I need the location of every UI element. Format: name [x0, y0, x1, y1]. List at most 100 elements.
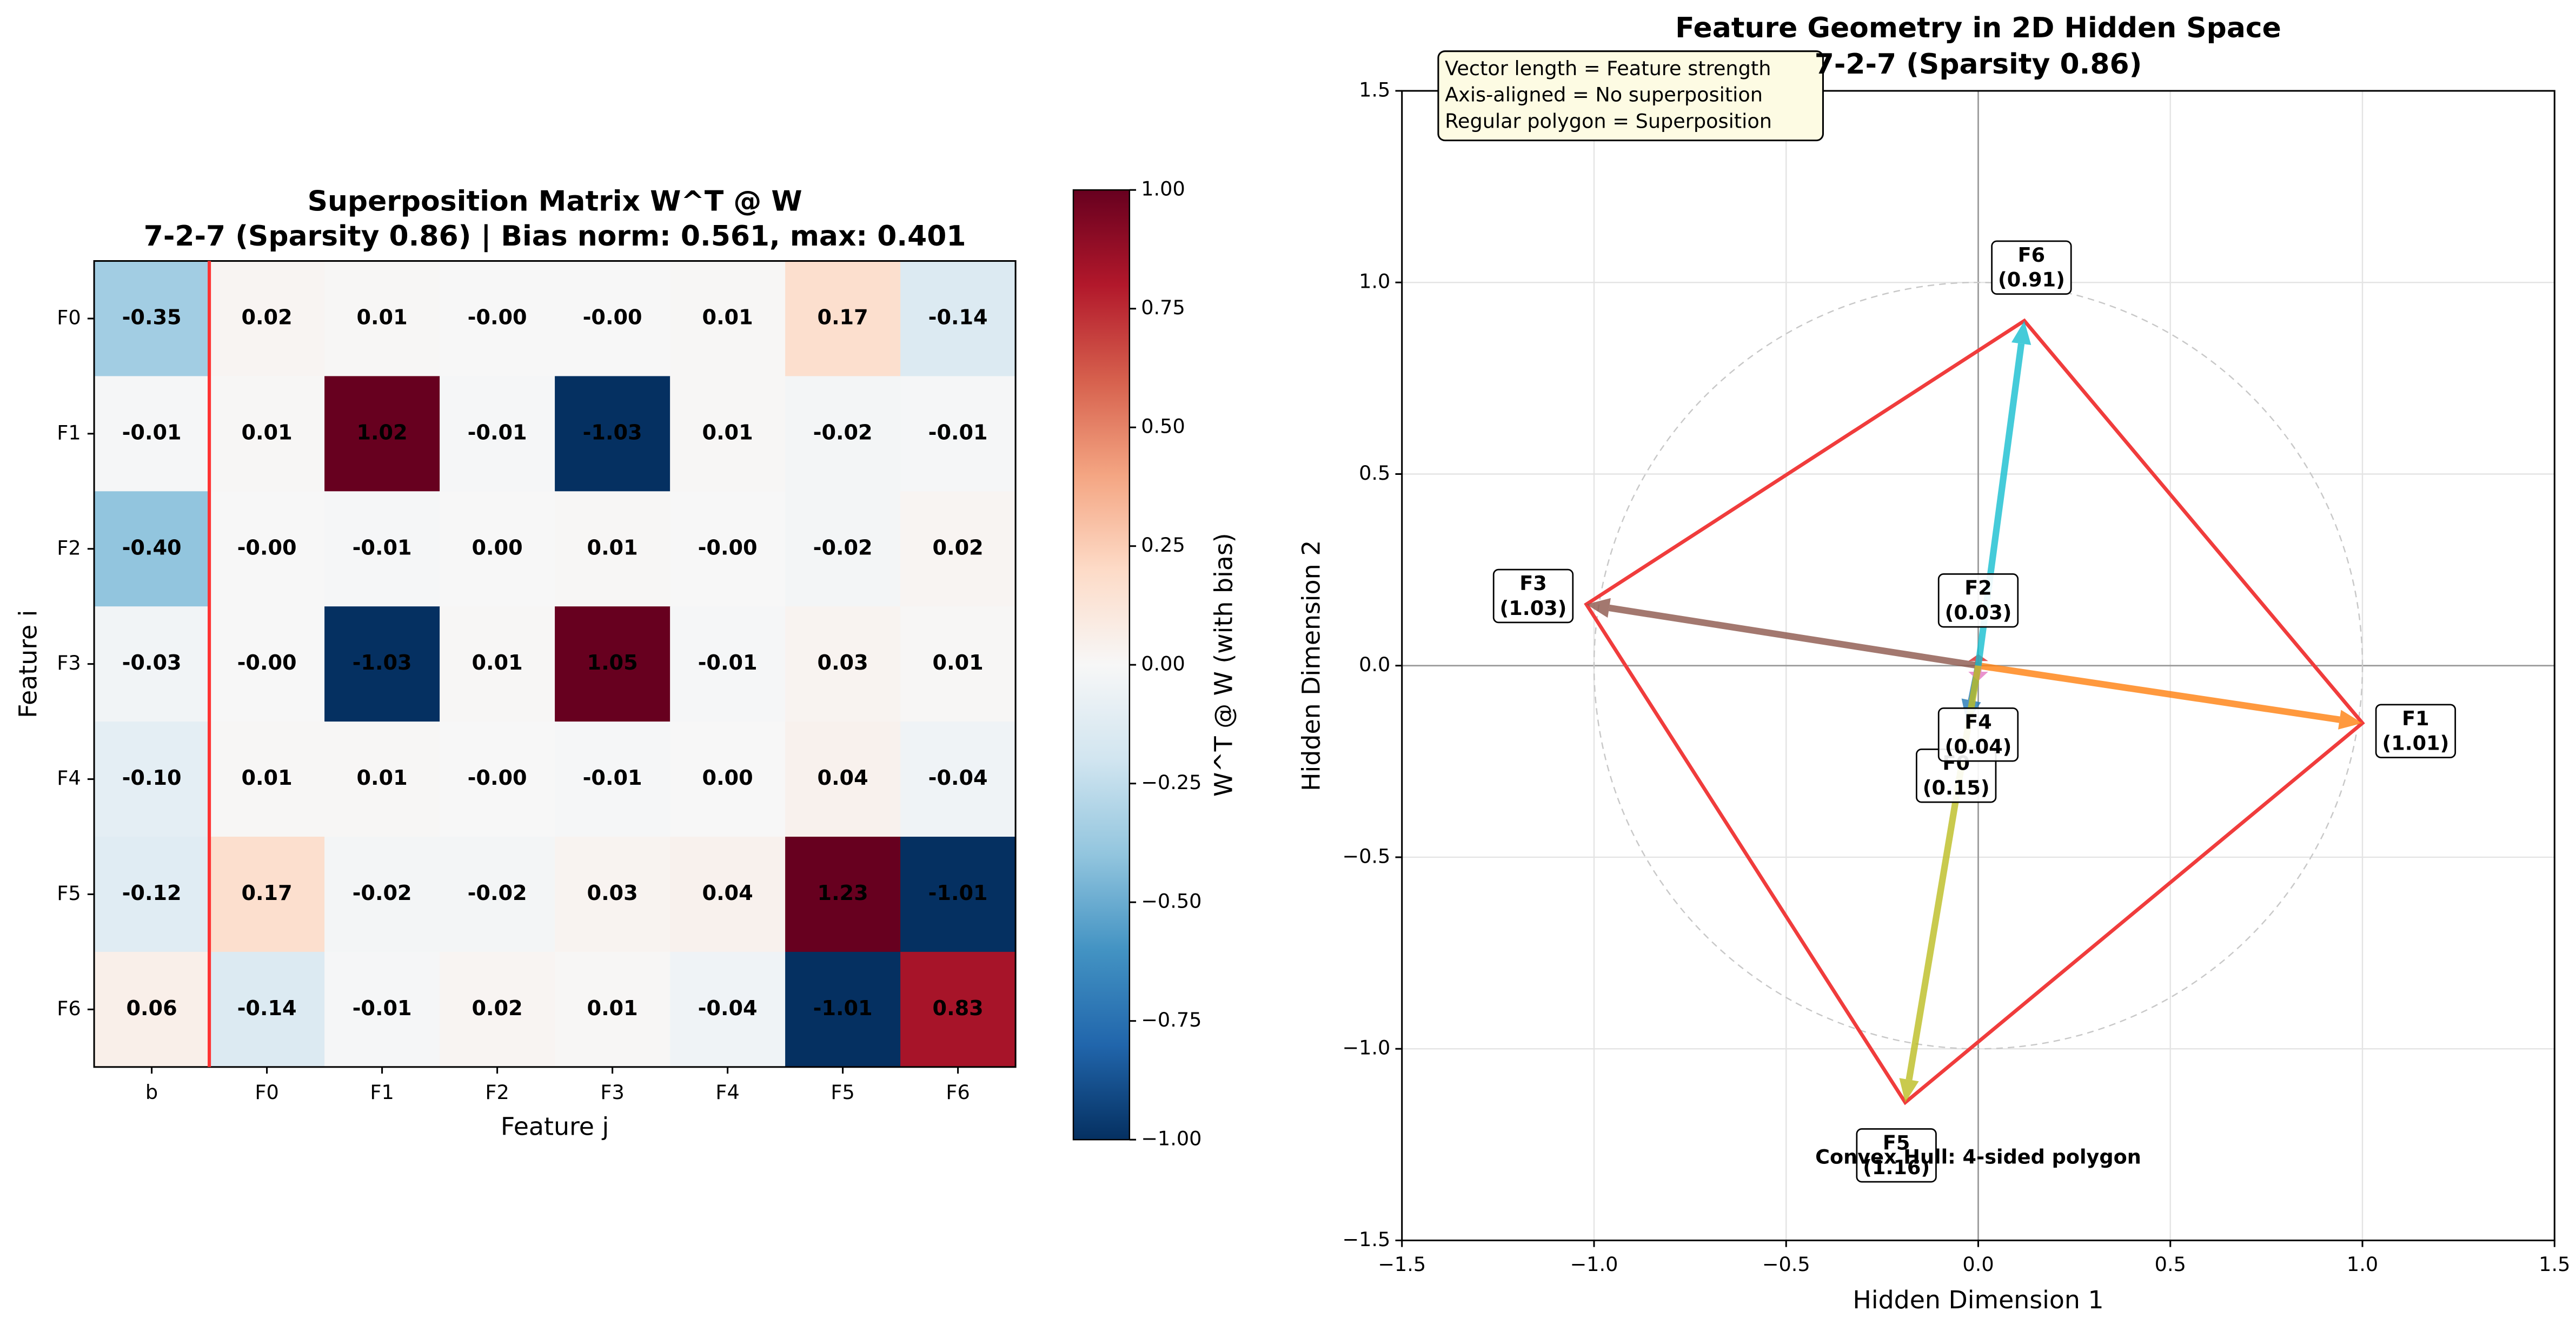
vector-name: F5	[1883, 1131, 1910, 1154]
cell-label: -0.00	[468, 766, 527, 790]
vector-label: (0.91)	[1998, 268, 2065, 292]
vector-name: F1	[2402, 707, 2429, 730]
cell-label: -0.02	[353, 882, 412, 905]
y-tick-label: F3	[57, 651, 81, 674]
label-box	[1937, 573, 2019, 628]
colorbar	[1072, 189, 1131, 1141]
heatmap-cell	[440, 837, 556, 952]
cell-label: 1.23	[818, 882, 868, 905]
x-tick-label: −0.5	[1762, 1253, 1810, 1276]
heatmap-cell	[785, 261, 901, 377]
heatmap-cell	[555, 951, 671, 1068]
arrow-head	[1899, 1078, 1919, 1103]
cell-label: 0.02	[933, 536, 984, 560]
colorbar-tick-label: −0.75	[1141, 1008, 1201, 1031]
x-tick-label: 1.0	[2347, 1253, 2378, 1276]
y-tick-label: −1.0	[1342, 1036, 1390, 1060]
y-tick-label: 1.5	[1359, 78, 1390, 101]
x-tick-label: 0.0	[1962, 1253, 1994, 1276]
heatmap-cell	[440, 491, 556, 607]
colorbar-tick-label: 1.00	[1141, 177, 1185, 201]
x-tick-label: F6	[946, 1081, 970, 1104]
arrow-head	[2338, 710, 2363, 730]
cell-label: 0.83	[933, 997, 984, 1021]
vector-name: F4	[1964, 710, 1992, 733]
y-tick-label: F5	[57, 882, 81, 905]
cell-label: 0.01	[702, 306, 753, 329]
chart-title: Feature Geometry in 2D Hidden Space	[1675, 12, 2281, 44]
cell-label: 1.02	[357, 421, 408, 445]
cell-label: -0.12	[122, 882, 182, 905]
vector-label: (0.03)	[1945, 601, 2012, 624]
heatmap-cell	[900, 951, 1017, 1068]
heatmap-cell	[670, 491, 786, 607]
heatmap-cell	[785, 837, 901, 952]
heatmap-cell	[209, 951, 325, 1068]
y-axis-label: Feature i	[13, 610, 42, 718]
info-box	[1437, 50, 1824, 142]
heatmap-cell	[900, 837, 1017, 952]
heatmap-cell	[555, 837, 671, 952]
y-tick-label: 0.5	[1359, 461, 1390, 485]
vector-name: F2	[1964, 576, 1992, 599]
heatmap-cell	[555, 491, 671, 607]
y-tick-label: F1	[57, 421, 81, 444]
cell-label: 0.17	[818, 306, 868, 329]
vector-name: F6	[2018, 243, 2046, 267]
cell-label: -0.01	[928, 421, 988, 445]
vector-name: F3	[1519, 572, 1547, 595]
arrow-head	[2011, 321, 2031, 345]
heatmap-cell	[324, 721, 441, 837]
heatmap-cell	[900, 721, 1017, 837]
cell-label: -0.02	[468, 882, 527, 905]
cell-label: -1.03	[353, 651, 412, 675]
x-tick-label: F3	[600, 1081, 624, 1104]
colorbar-tick-label: −0.50	[1141, 890, 1201, 913]
heatmap-cell	[209, 721, 325, 837]
colorbar-tick-label: 0.00	[1141, 652, 1185, 676]
axes-frame	[1401, 90, 2555, 1241]
cell-label: -0.03	[122, 651, 182, 675]
cell-label: 0.01	[702, 421, 753, 445]
y-tick-label: F0	[57, 306, 81, 329]
heatmap-cell	[324, 261, 441, 377]
x-tick-label: −1.0	[1570, 1253, 1618, 1276]
heatmap-cell	[670, 261, 786, 377]
heatmap-cell	[670, 721, 786, 837]
cell-label: 0.00	[702, 766, 753, 790]
cell-label: -0.01	[583, 766, 642, 790]
cell-label: -0.40	[122, 536, 182, 560]
cell-label: 0.01	[587, 997, 638, 1021]
heatmap-cell	[555, 721, 671, 837]
cell-label: 0.01	[587, 536, 638, 560]
y-tick-label: 0.0	[1359, 653, 1390, 676]
x-tick-label: b	[145, 1081, 158, 1104]
x-tick-label: F1	[370, 1081, 394, 1104]
x-axis-label: Hidden Dimension 1	[1853, 1285, 2103, 1314]
heatmap-cell	[900, 376, 1017, 492]
cell-label: 0.06	[126, 997, 177, 1021]
info-text: Vector length = Feature strength	[1445, 57, 1771, 80]
vector-arrow	[1609, 604, 1979, 669]
cell-label: 0.02	[472, 997, 523, 1021]
heatmap-cell	[670, 837, 786, 952]
heatmap-cell	[94, 261, 210, 377]
heatmap-cell	[209, 261, 325, 377]
label-box	[1856, 1128, 1937, 1183]
heatmap-cell	[670, 951, 786, 1068]
cell-label: -0.00	[237, 651, 297, 675]
colorbar-tick-label: −1.00	[1141, 1127, 1201, 1150]
label-box	[1937, 707, 2019, 762]
chart-subtitle: 7-2-7 (Sparsity 0.86) | Bias norm: 0.561…	[144, 220, 966, 253]
heatmap-cell	[785, 606, 901, 723]
heatmap-cell	[209, 606, 325, 723]
x-tick-label: 1.5	[2539, 1253, 2570, 1276]
x-tick-label: F2	[485, 1081, 509, 1104]
cell-label: 0.01	[357, 766, 408, 790]
y-tick-label: −0.5	[1342, 844, 1390, 868]
x-tick-label: 0.5	[2155, 1253, 2186, 1276]
cell-label: -0.01	[698, 651, 758, 675]
heatmap-cell	[440, 721, 556, 837]
heatmap-cell	[324, 606, 441, 723]
heatmap-cell	[94, 376, 210, 492]
